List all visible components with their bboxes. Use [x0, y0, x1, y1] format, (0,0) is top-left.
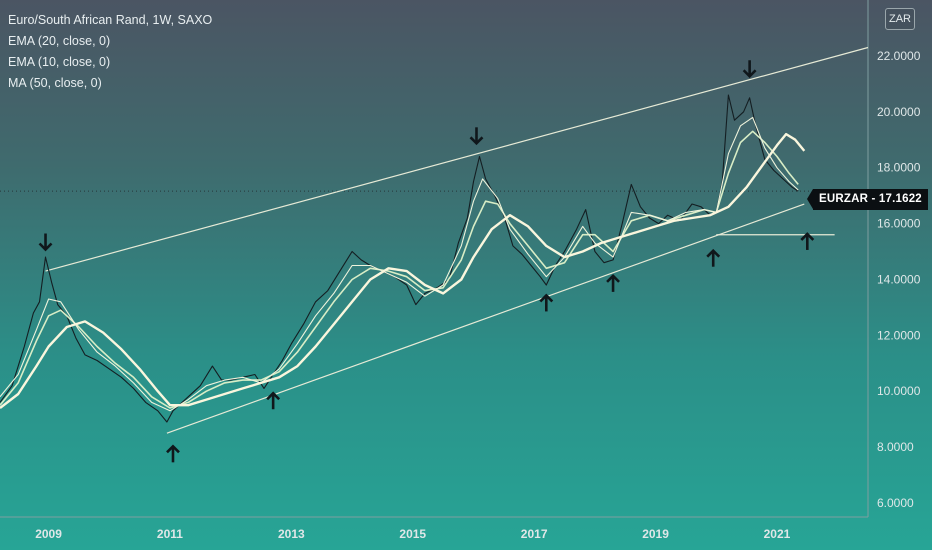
chart-legend: Euro/South African Rand, 1W, SAXO EMA (2… [8, 10, 212, 94]
x-tick-label: 2021 [764, 527, 791, 541]
ma50-series-line [0, 132, 806, 409]
y-tick-label: 18.0000 [877, 161, 921, 175]
currency-button[interactable]: ZAR [885, 8, 915, 30]
ema10-series-line [0, 116, 799, 412]
y-tick-label: 12.0000 [877, 328, 921, 342]
x-tick-label: 2013 [278, 527, 305, 541]
up-arrow-marker [800, 232, 815, 250]
up-arrow-marker [539, 293, 554, 312]
y-tick-label: 10.0000 [877, 384, 921, 398]
y-tick-label: 8.0000 [877, 440, 914, 454]
x-tick-label: 2019 [642, 527, 669, 541]
indicator-ma50[interactable]: MA (50, close, 0) [8, 76, 102, 90]
y-tick-label: 20.0000 [877, 105, 921, 119]
up-arrow-marker [166, 444, 180, 463]
x-tick-label: 2011 [157, 527, 183, 541]
down-arrow-marker [742, 60, 757, 79]
chart-title: Euro/South African Rand, 1W, SAXO [8, 13, 213, 27]
indicator-ema20[interactable]: EMA (20, close, 0) [8, 34, 111, 48]
x-tick-label: 2015 [399, 527, 426, 541]
down-arrow-marker [38, 233, 53, 252]
up-arrow-marker [606, 274, 620, 292]
y-tick-label: 22.0000 [877, 49, 921, 63]
indicator-ema10[interactable]: EMA (10, close, 0) [8, 55, 111, 69]
price-series-line [0, 94, 799, 423]
y-tick-label: 6.0000 [877, 496, 914, 510]
down-arrow-marker [469, 127, 484, 146]
up-arrow-marker [706, 248, 721, 267]
x-tick-label: 2017 [521, 527, 548, 541]
x-tick-label: 2009 [35, 527, 62, 541]
up-arrow-marker [266, 391, 281, 410]
y-tick-label: 14.0000 [877, 272, 921, 286]
y-tick-label: 16.0000 [877, 217, 921, 231]
channel-line [45, 46, 869, 272]
last-price-tag: EURZAR - 17.1622 [807, 189, 928, 210]
